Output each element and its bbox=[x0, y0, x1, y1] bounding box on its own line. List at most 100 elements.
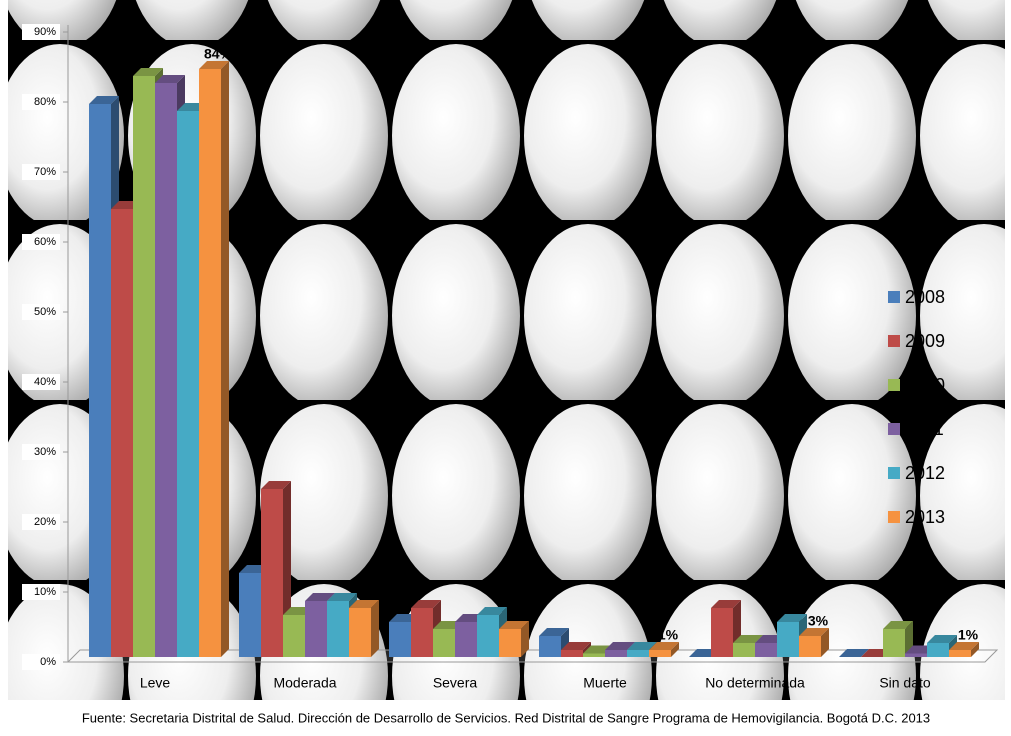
bar-top bbox=[605, 642, 635, 650]
bar bbox=[799, 628, 829, 657]
bar-front bbox=[133, 76, 155, 657]
bar-top bbox=[155, 75, 185, 83]
bar bbox=[349, 600, 379, 657]
bar-side bbox=[971, 642, 979, 657]
y-tick-label: 10% bbox=[34, 586, 56, 598]
bar-front bbox=[155, 83, 177, 657]
bar-front bbox=[261, 489, 283, 657]
y-tick-label: 70% bbox=[34, 166, 56, 178]
x-tick-label: Moderada bbox=[273, 675, 336, 691]
bar-top bbox=[561, 642, 591, 650]
source-note: Fuente: Secretaria Distrital de Salud. D… bbox=[82, 710, 930, 725]
bar-front bbox=[389, 622, 411, 657]
bar-front bbox=[239, 573, 261, 657]
tick-label-bg bbox=[22, 654, 60, 670]
bar-front bbox=[349, 608, 371, 657]
tick-label-bg bbox=[22, 164, 60, 180]
y-tick-label: 40% bbox=[34, 376, 56, 388]
bar bbox=[305, 593, 335, 657]
bar-top bbox=[839, 649, 869, 657]
tick-label-bg bbox=[22, 24, 60, 40]
bar-front bbox=[649, 650, 671, 657]
bar-top bbox=[927, 635, 957, 643]
bar-top bbox=[627, 642, 657, 650]
legend-label: 2009 bbox=[905, 331, 945, 351]
data-label: 1% bbox=[958, 627, 979, 643]
bar-front bbox=[627, 650, 649, 657]
bar-front bbox=[755, 643, 777, 657]
tick-label-bg bbox=[22, 584, 60, 600]
legend-label: 2010 bbox=[905, 375, 945, 395]
bar-front bbox=[733, 643, 755, 657]
bar-front bbox=[283, 615, 305, 657]
bar-top bbox=[777, 614, 807, 622]
bar-front bbox=[327, 601, 349, 657]
bar-front bbox=[777, 622, 799, 657]
bar-top bbox=[411, 600, 441, 608]
bar-top bbox=[799, 628, 829, 636]
y-tick-label: 30% bbox=[34, 446, 56, 458]
bar bbox=[839, 649, 869, 657]
bar bbox=[199, 61, 229, 657]
bar-top bbox=[349, 600, 379, 608]
tick-label-bg bbox=[22, 514, 60, 530]
bar-front bbox=[605, 650, 627, 657]
data-label: 1% bbox=[658, 627, 679, 643]
bar-top bbox=[89, 96, 119, 104]
tick-label-bg bbox=[22, 444, 60, 460]
bar bbox=[499, 621, 529, 657]
legend-label: 2008 bbox=[905, 287, 945, 307]
legend-swatch bbox=[888, 335, 900, 347]
y-tick-label: 90% bbox=[34, 26, 56, 38]
y-tick-label: 50% bbox=[34, 306, 56, 318]
bar-front bbox=[433, 629, 455, 657]
x-tick-label: Sin dato bbox=[879, 675, 931, 691]
bar-top bbox=[499, 621, 529, 629]
bar-front bbox=[455, 622, 477, 657]
bar bbox=[949, 642, 979, 657]
bar-front bbox=[305, 601, 327, 657]
tick-label-bg bbox=[22, 304, 60, 320]
y-tick-label: 80% bbox=[34, 96, 56, 108]
bar-front bbox=[199, 69, 221, 657]
bar-front bbox=[799, 636, 821, 657]
legend-label: 2012 bbox=[905, 463, 945, 483]
bar-front bbox=[477, 615, 499, 657]
bar-front bbox=[111, 209, 133, 657]
bar-top bbox=[733, 635, 763, 643]
bar-top bbox=[949, 642, 979, 650]
x-tick-label: Severa bbox=[433, 675, 478, 691]
bar-top bbox=[199, 61, 229, 69]
y-tick-label: 0% bbox=[40, 656, 56, 668]
legend-swatch bbox=[888, 511, 900, 523]
bar-side bbox=[221, 61, 229, 657]
bar-front bbox=[89, 104, 111, 657]
bar-front bbox=[539, 636, 561, 657]
data-label: 84% bbox=[204, 46, 233, 62]
x-tick-label: No determinada bbox=[705, 675, 805, 691]
legend-label: 2011 bbox=[905, 419, 944, 439]
bar-front bbox=[883, 629, 905, 657]
bar-side bbox=[371, 600, 379, 657]
legend-swatch bbox=[888, 467, 900, 479]
bar-side bbox=[821, 628, 829, 657]
bar-top bbox=[649, 642, 679, 650]
bar-front bbox=[499, 629, 521, 657]
tick-label-bg bbox=[22, 234, 60, 250]
bar-front bbox=[711, 608, 733, 657]
bar-front bbox=[905, 653, 927, 657]
bar-front bbox=[561, 650, 583, 657]
tick-label-bg bbox=[22, 374, 60, 390]
bar-front bbox=[927, 643, 949, 657]
bar-top bbox=[711, 600, 741, 608]
bar-top bbox=[883, 621, 913, 629]
bar bbox=[883, 621, 913, 657]
tick-label-bg bbox=[22, 94, 60, 110]
bar-front bbox=[949, 650, 971, 657]
bar-top bbox=[133, 68, 163, 76]
legend-swatch bbox=[888, 379, 900, 391]
y-tick-label: 20% bbox=[34, 516, 56, 528]
bar-front bbox=[583, 653, 605, 657]
legend-swatch bbox=[888, 291, 900, 303]
